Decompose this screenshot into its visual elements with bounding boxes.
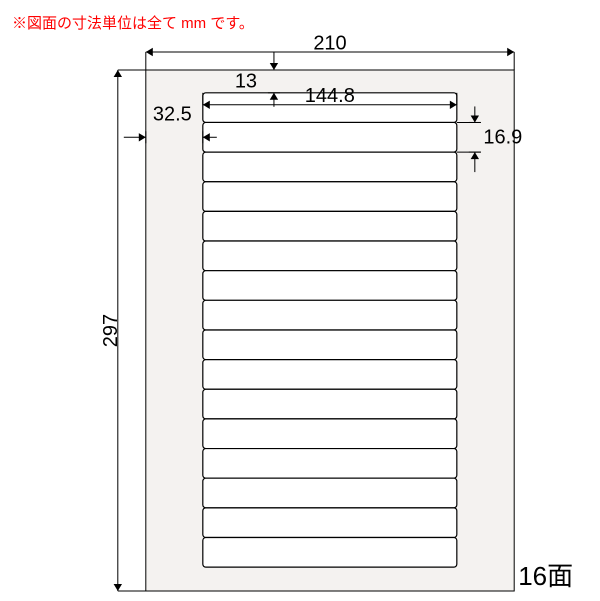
label-cell <box>203 449 457 479</box>
label-cell <box>203 122 457 152</box>
label-cell <box>203 389 457 419</box>
label-cell <box>203 300 457 330</box>
svg-text:144.8: 144.8 <box>305 85 355 107</box>
label-cell <box>203 182 457 212</box>
label-cell <box>203 360 457 390</box>
face-count-label: 16面 <box>518 561 573 591</box>
label-cell <box>203 152 457 182</box>
svg-text:210: 210 <box>313 32 346 54</box>
svg-text:13: 13 <box>235 71 257 93</box>
svg-text:297: 297 <box>100 314 122 347</box>
diagram-svg: 210 144.8 13 32.5 16.9 297 16面 <box>0 0 600 601</box>
dim-vertical: 297 <box>100 70 122 591</box>
label-cells <box>203 93 457 567</box>
svg-text:16.9: 16.9 <box>483 127 522 149</box>
label-cell <box>203 537 457 567</box>
label-cell <box>203 330 457 360</box>
label-cell <box>203 508 457 538</box>
label-cell <box>203 241 457 271</box>
label-cell <box>203 419 457 449</box>
svg-text:32.5: 32.5 <box>153 104 192 126</box>
label-cell <box>203 211 457 241</box>
label-cell <box>203 271 457 301</box>
dim-horizontal: 210 <box>146 32 514 70</box>
label-cell <box>203 478 457 508</box>
